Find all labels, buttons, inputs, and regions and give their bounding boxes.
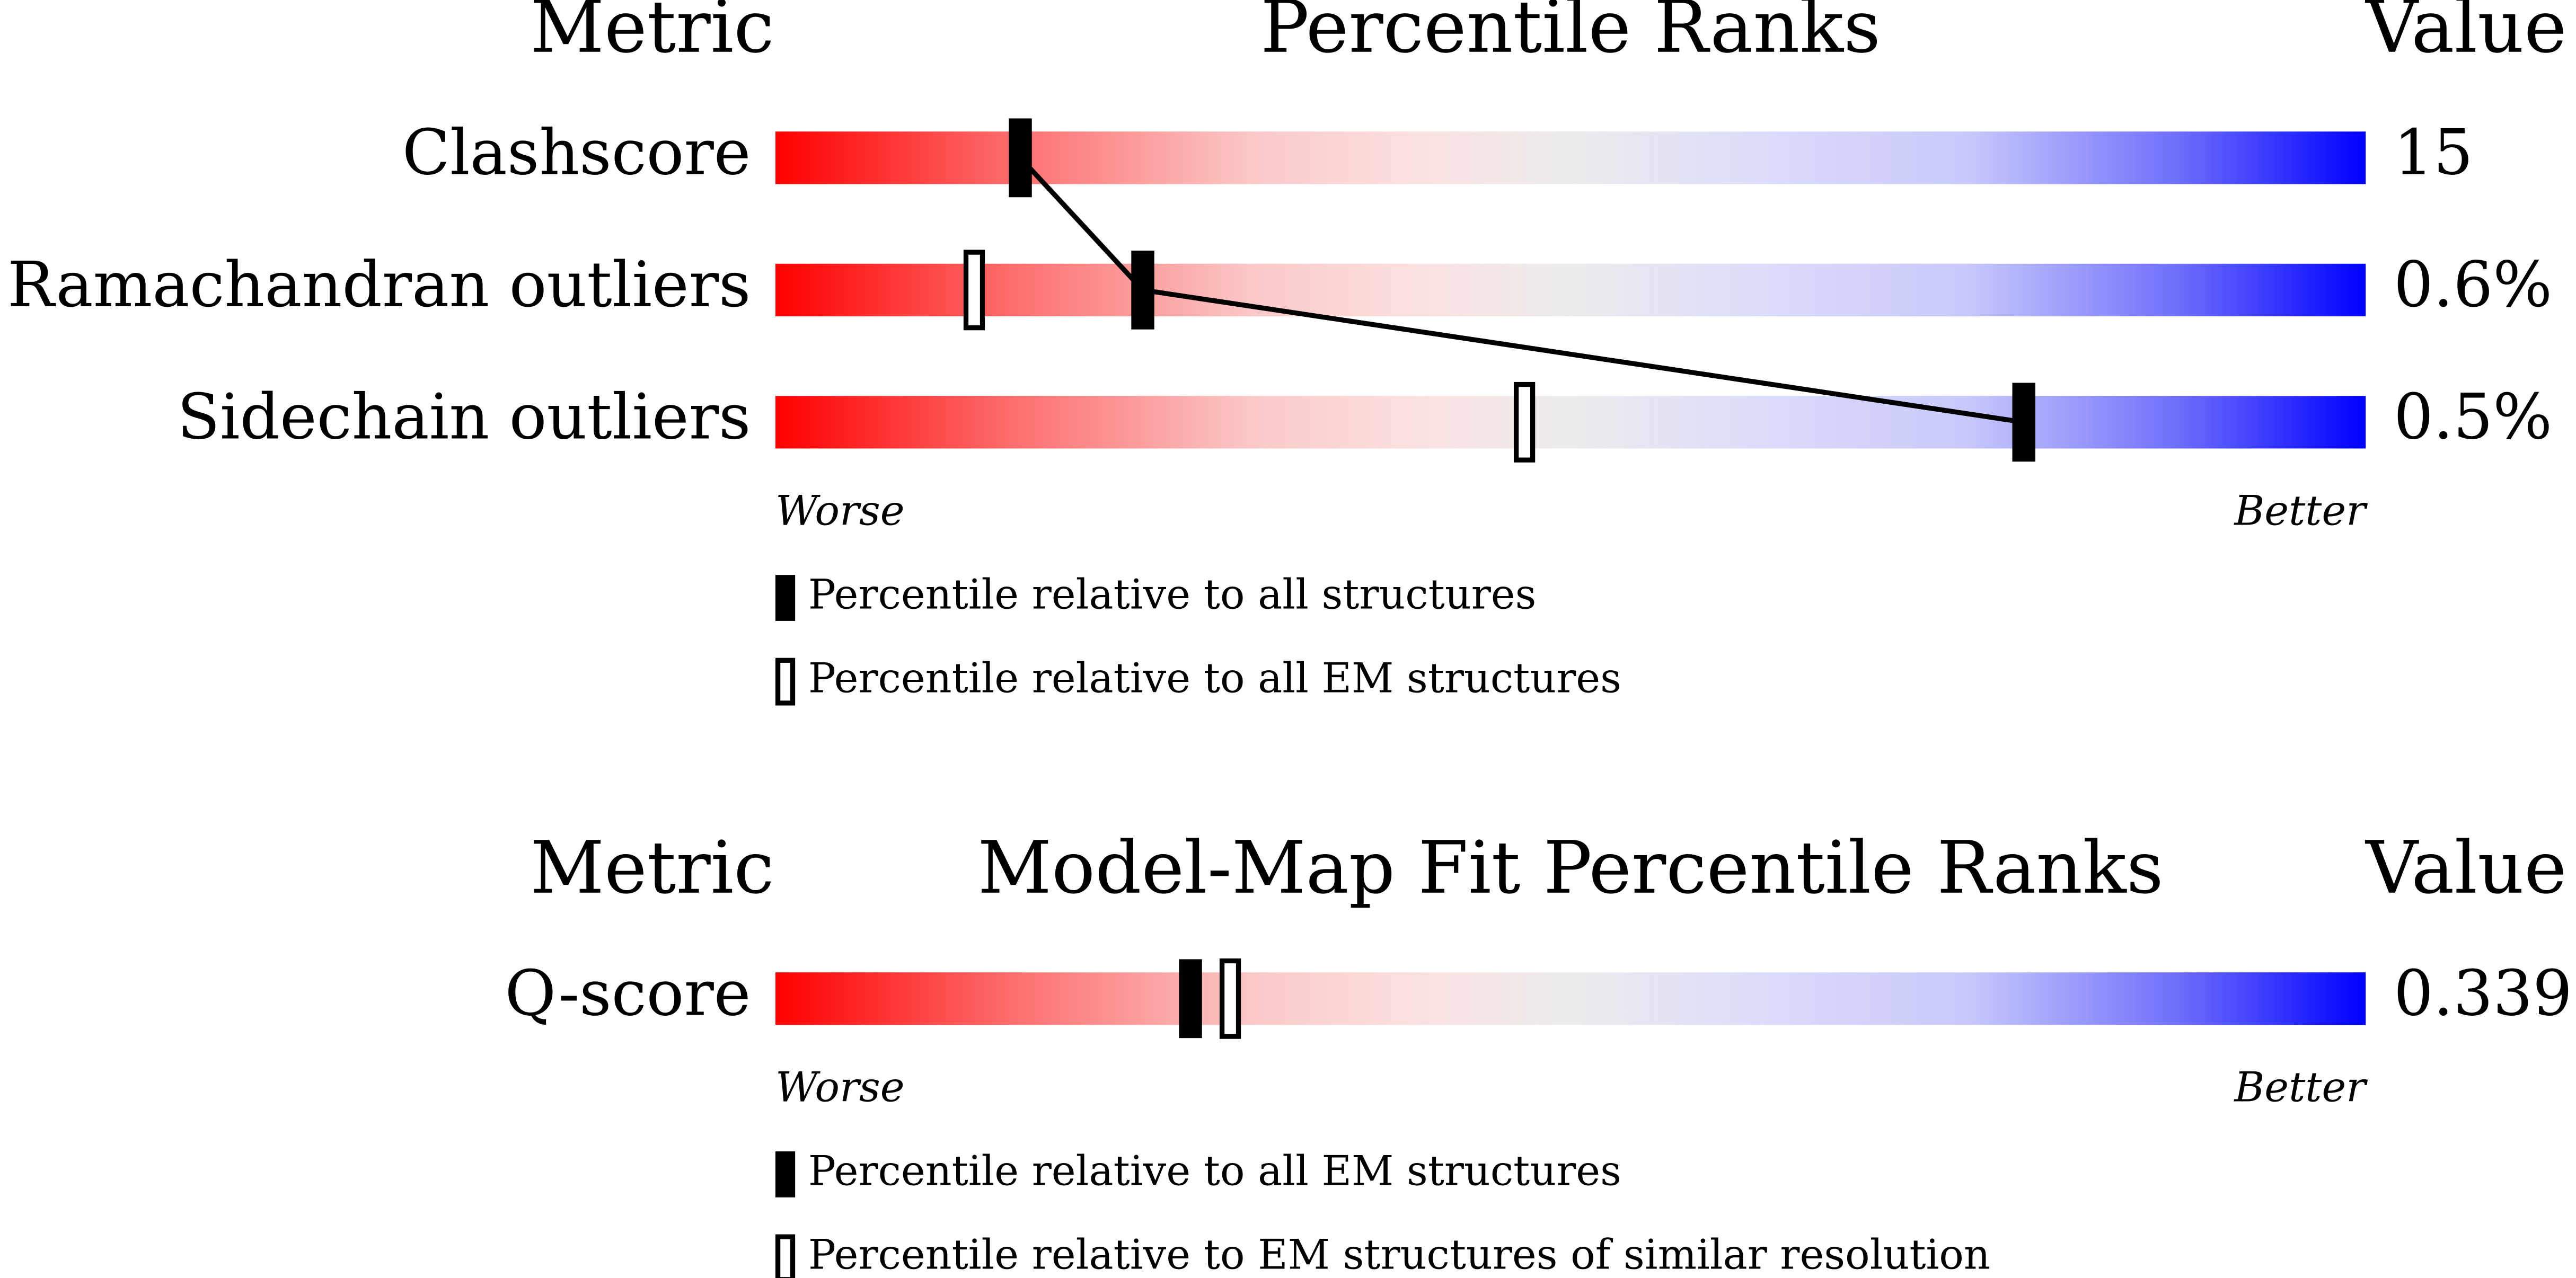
metric-label: Ramachandran outliers [7, 248, 751, 321]
percentile-marker-open [1513, 381, 1536, 463]
metric-label: Q-score [505, 957, 751, 1030]
metric-value: 0.6% [2394, 248, 2552, 321]
legend-icon-open [775, 1234, 796, 1278]
header-value: Value [2365, 826, 2566, 910]
percentile-marker-open [963, 250, 985, 331]
percentile-marker [2012, 383, 2035, 462]
metric-value: 0.5% [2394, 380, 2552, 453]
legend-label: Percentile relative to all EM structures [808, 655, 1621, 703]
metric-label: Sidechain outliers [177, 380, 751, 453]
percentile-marker-open [1219, 958, 1241, 1039]
legend-icon [775, 575, 796, 621]
axis-low-label: Worse [775, 487, 905, 535]
slider-bar [775, 972, 2366, 1025]
header-metric: Metric [530, 0, 774, 69]
header-title: Model-Map Fit Percentile Ranks [977, 826, 2163, 910]
header-value: Value [2365, 0, 2566, 69]
legend-icon [775, 1151, 796, 1197]
header-metric: Metric [530, 826, 774, 910]
metric-label: Clashscore [402, 116, 751, 189]
legend-label: Percentile relative to all structures [808, 571, 1536, 619]
percentile-marker [1009, 118, 1032, 198]
slider-bar [775, 396, 2366, 449]
percentile-marker [1179, 959, 1202, 1039]
legend-icon-open [775, 658, 796, 706]
metric-value: 0.339 [2394, 957, 2572, 1030]
axis-high-label: Better [2233, 487, 2368, 535]
metric-value: 15 [2394, 116, 2473, 189]
slider-bar [775, 263, 2366, 316]
legend-label: Percentile relative to EM structures of … [808, 1231, 1990, 1278]
legend-label: Percentile relative to all EM structures [808, 1147, 1621, 1195]
percentile-marker [1131, 250, 1154, 330]
header-title: Percentile Ranks [1260, 0, 1881, 69]
slider-bar [775, 131, 2366, 184]
axis-high-label: Better [2233, 1063, 2368, 1111]
axis-low-label: Worse [775, 1063, 905, 1111]
